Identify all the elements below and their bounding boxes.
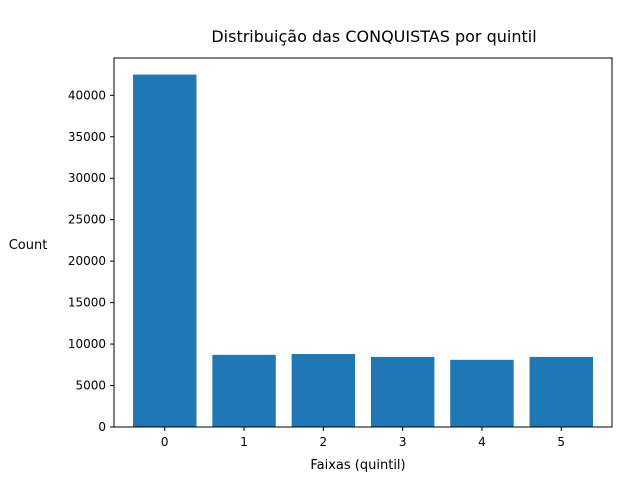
y-axis: 0 5000 10000 15000 20000 25000 30000 35000 40000: [68, 88, 114, 434]
y-tick-label: 30000: [68, 171, 106, 185]
y-axis-label: Count: [9, 238, 48, 253]
bar-1: [212, 354, 276, 427]
x-tick-label: 2: [320, 435, 328, 449]
y-tick-label: 40000: [68, 88, 106, 102]
plot-frame: [113, 57, 613, 428]
y-tick-label: 35000: [68, 130, 106, 144]
y-tick-label: 10000: [68, 337, 106, 351]
bar-2: [291, 354, 356, 427]
y-tick-label: 20000: [68, 254, 106, 268]
x-tick-label: 4: [478, 435, 486, 449]
x-tick-label: 0: [161, 435, 169, 449]
bar-4: [450, 359, 514, 427]
x-tick-label: 5: [557, 435, 565, 449]
y-tick-label: 5000: [75, 379, 106, 393]
x-tick-label: 1: [240, 435, 248, 449]
bar-3: [370, 356, 435, 427]
x-axis: 0 1 2 3 4 5: [161, 427, 565, 449]
x-axis-label: Faixas (quintil): [310, 458, 405, 473]
bars-group: [133, 74, 593, 427]
x-tick-label: 3: [399, 435, 407, 449]
y-tick-label: 15000: [68, 296, 106, 310]
bar-0: [133, 74, 197, 427]
chart-title: Distribuição das CONQUISTAS por quintil: [211, 27, 536, 46]
bar-5: [529, 356, 593, 427]
y-tick-label: 0: [98, 420, 106, 434]
y-tick-label: 25000: [68, 213, 106, 227]
